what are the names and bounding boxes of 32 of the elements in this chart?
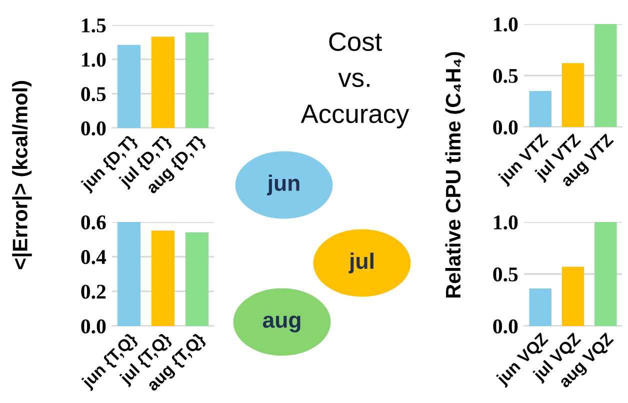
bar bbox=[594, 222, 617, 326]
text: aug bbox=[262, 316, 300, 332]
bar bbox=[151, 230, 175, 326]
y-tick-label: 0.5 bbox=[493, 267, 518, 282]
bar bbox=[185, 232, 209, 326]
bar bbox=[594, 24, 617, 127]
bar bbox=[529, 288, 552, 326]
bar bbox=[117, 44, 141, 128]
y-tick-label: 1.0 bbox=[494, 17, 518, 32]
bar bbox=[529, 90, 552, 127]
text: jul bbox=[348, 252, 374, 274]
y-tick-label: 0.0 bbox=[493, 319, 518, 334]
y-tick-label: 0.6 bbox=[81, 215, 106, 230]
y-tick-label: 0.0 bbox=[493, 120, 518, 135]
y-tick-label: 0.4 bbox=[81, 250, 106, 264]
text: Cost vs. Accuracy bbox=[300, 32, 410, 128]
text: jun bbox=[266, 174, 300, 196]
bar bbox=[151, 36, 175, 128]
bar bbox=[117, 222, 141, 326]
y-tick-label: 1.0 bbox=[494, 215, 518, 230]
y-tick-label: 0.5 bbox=[81, 87, 106, 102]
bar bbox=[185, 32, 209, 128]
y-tick-label: 0.5 bbox=[493, 68, 518, 84]
bar bbox=[562, 63, 584, 127]
y-axis-title: <|Error|> (kcal/mol) bbox=[12, 81, 32, 270]
bar bbox=[562, 266, 584, 326]
y-tick-label: 0.0 bbox=[81, 121, 106, 136]
y-axis-title: Relative CPU time (C₄H₄) bbox=[445, 52, 465, 298]
y-tick-label: 0.2 bbox=[81, 284, 106, 299]
y-tick-label: 0.0 bbox=[81, 319, 106, 334]
y-tick-label: 1.5 bbox=[82, 18, 106, 33]
y-tick-label: 1.0 bbox=[82, 52, 106, 67]
